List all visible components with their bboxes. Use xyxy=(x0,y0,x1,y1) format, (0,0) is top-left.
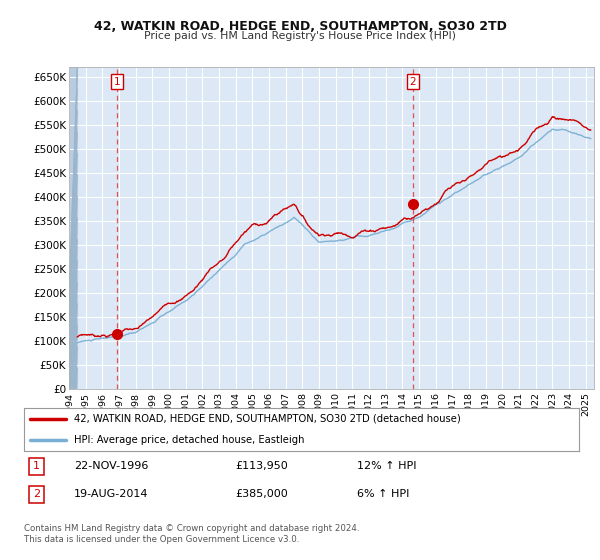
Text: 12% ↑ HPI: 12% ↑ HPI xyxy=(357,461,416,472)
Text: 19-AUG-2014: 19-AUG-2014 xyxy=(74,489,148,500)
Text: HPI: Average price, detached house, Eastleigh: HPI: Average price, detached house, East… xyxy=(74,435,304,445)
Bar xyxy=(69,67,77,389)
Text: 2: 2 xyxy=(32,489,40,500)
Bar xyxy=(69,67,77,389)
Text: Contains HM Land Registry data © Crown copyright and database right 2024.: Contains HM Land Registry data © Crown c… xyxy=(24,524,359,533)
Text: This data is licensed under the Open Government Licence v3.0.: This data is licensed under the Open Gov… xyxy=(24,535,299,544)
Text: £113,950: £113,950 xyxy=(235,461,287,472)
Text: 6% ↑ HPI: 6% ↑ HPI xyxy=(357,489,409,500)
Text: £385,000: £385,000 xyxy=(235,489,287,500)
Text: 22-NOV-1996: 22-NOV-1996 xyxy=(74,461,148,472)
Text: 42, WATKIN ROAD, HEDGE END, SOUTHAMPTON, SO30 2TD: 42, WATKIN ROAD, HEDGE END, SOUTHAMPTON,… xyxy=(94,20,506,32)
Text: 1: 1 xyxy=(33,461,40,472)
Text: 42, WATKIN ROAD, HEDGE END, SOUTHAMPTON, SO30 2TD (detached house): 42, WATKIN ROAD, HEDGE END, SOUTHAMPTON,… xyxy=(74,414,461,424)
Text: 2: 2 xyxy=(410,77,416,87)
Text: Price paid vs. HM Land Registry's House Price Index (HPI): Price paid vs. HM Land Registry's House … xyxy=(144,31,456,41)
Text: 1: 1 xyxy=(114,77,121,87)
